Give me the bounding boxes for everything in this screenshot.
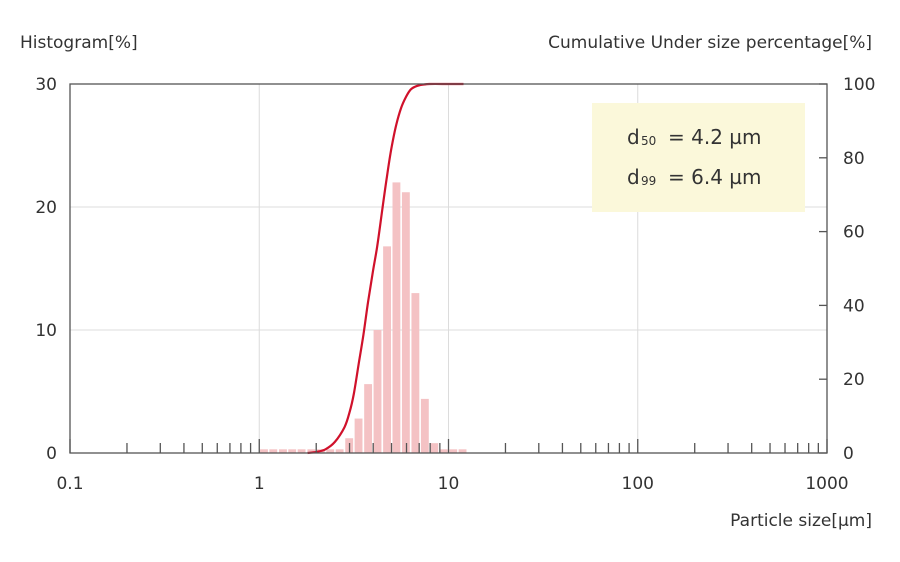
histogram-bar (449, 449, 458, 453)
histogram-bar (279, 449, 287, 453)
right-axis-title: Cumulative Under size percentage[%] (548, 33, 872, 53)
histogram-bar (430, 443, 439, 453)
x-tick-label: 1000 (805, 474, 848, 494)
histogram-bar (326, 449, 335, 453)
y-right-tick-label: 100 (843, 75, 875, 95)
d99-value: = 6.4 µm (668, 165, 762, 189)
cumulative-curve (307, 82, 464, 455)
x-tick-label: 100 (622, 474, 654, 494)
histogram-bar (392, 182, 401, 453)
histogram-bar (373, 330, 382, 453)
d99-subscript: 99 (641, 174, 656, 188)
y-right-tick-label: 80 (843, 149, 865, 169)
histogram-bar (307, 449, 316, 453)
histogram-bar (411, 293, 420, 453)
y-left-tick-label: 20 (35, 198, 57, 218)
histogram-bar (458, 449, 467, 453)
histogram-bar (439, 449, 448, 453)
histogram-bar (401, 192, 410, 454)
d50-value: = 4.2 µm (668, 125, 762, 149)
x-tick-label: 0.1 (56, 474, 83, 494)
histogram-bar (383, 246, 391, 453)
histogram-bars (260, 182, 467, 454)
histogram-bar (260, 449, 268, 453)
histogram-bar (335, 449, 344, 453)
annotation-box: d 50 = 4.2 µm d 99 = 6.4 µm (592, 103, 805, 212)
axis-ticks (69, 83, 828, 454)
x-tick-label: 10 (438, 474, 460, 494)
annotation-background (592, 103, 805, 212)
x-tick-label: 1 (254, 474, 265, 494)
left-axis-title: Histogram[%] (20, 33, 138, 53)
histogram-bar (364, 384, 373, 453)
x-axis-title: Particle size[µm] (730, 511, 872, 531)
y-right-tick-label: 40 (843, 296, 865, 316)
d50-label: d (627, 125, 640, 149)
histogram-bar (354, 418, 363, 453)
y-left-tick-label: 10 (35, 321, 57, 341)
d99-label: d (627, 165, 640, 189)
tick-labels: 0.1 1 10 100 1000 0 10 20 30 0 20 40 60 80 100 (35, 75, 875, 494)
y-left-tick-label: 30 (35, 75, 57, 95)
histogram-bar (288, 449, 297, 453)
y-left-tick-label: 0 (46, 444, 57, 464)
y-right-tick-label: 60 (843, 223, 865, 243)
y-right-tick-label: 20 (843, 370, 865, 390)
histogram-bar (269, 449, 278, 453)
histogram-bar (297, 449, 306, 453)
cumulative-curve-group (307, 82, 464, 455)
y-right-tick-label: 0 (843, 444, 854, 464)
histogram-bar (420, 398, 429, 453)
d50-subscript: 50 (641, 134, 656, 148)
